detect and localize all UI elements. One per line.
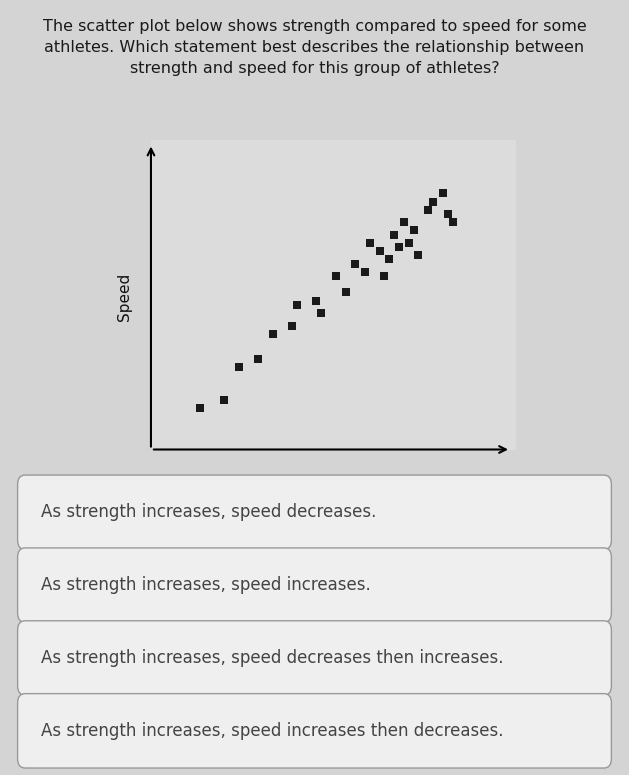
Text: Speed: Speed (117, 273, 131, 321)
Point (219, 394, 229, 406)
Point (379, 270, 389, 282)
Point (428, 195, 438, 208)
Point (438, 187, 448, 199)
Point (360, 266, 370, 278)
Point (316, 307, 326, 319)
Text: Strength: Strength (295, 478, 367, 497)
Point (365, 236, 375, 249)
Point (384, 253, 394, 266)
Point (340, 286, 350, 298)
Point (399, 216, 409, 229)
Text: As strength increases, speed increases.: As strength increases, speed increases. (41, 576, 370, 594)
Point (350, 257, 360, 270)
Point (394, 241, 404, 253)
Point (287, 319, 297, 332)
Text: As strength increases, speed decreases then increases.: As strength increases, speed decreases t… (41, 649, 503, 667)
Point (404, 236, 414, 249)
Point (331, 270, 341, 282)
Point (292, 298, 302, 311)
Point (311, 294, 321, 307)
Point (409, 224, 419, 236)
Point (389, 229, 399, 241)
Text: As strength increases, speed increases then decreases.: As strength increases, speed increases t… (41, 722, 503, 740)
Point (267, 328, 277, 340)
Point (423, 204, 433, 216)
Point (253, 353, 263, 365)
Text: The scatter plot below shows strength compared to speed for some
athletes. Which: The scatter plot below shows strength co… (43, 19, 586, 77)
Point (194, 402, 204, 415)
Point (443, 208, 453, 220)
Point (447, 216, 457, 229)
Point (413, 249, 423, 261)
Point (374, 245, 384, 257)
Point (233, 360, 243, 373)
Text: As strength increases, speed decreases.: As strength increases, speed decreases. (41, 503, 376, 522)
